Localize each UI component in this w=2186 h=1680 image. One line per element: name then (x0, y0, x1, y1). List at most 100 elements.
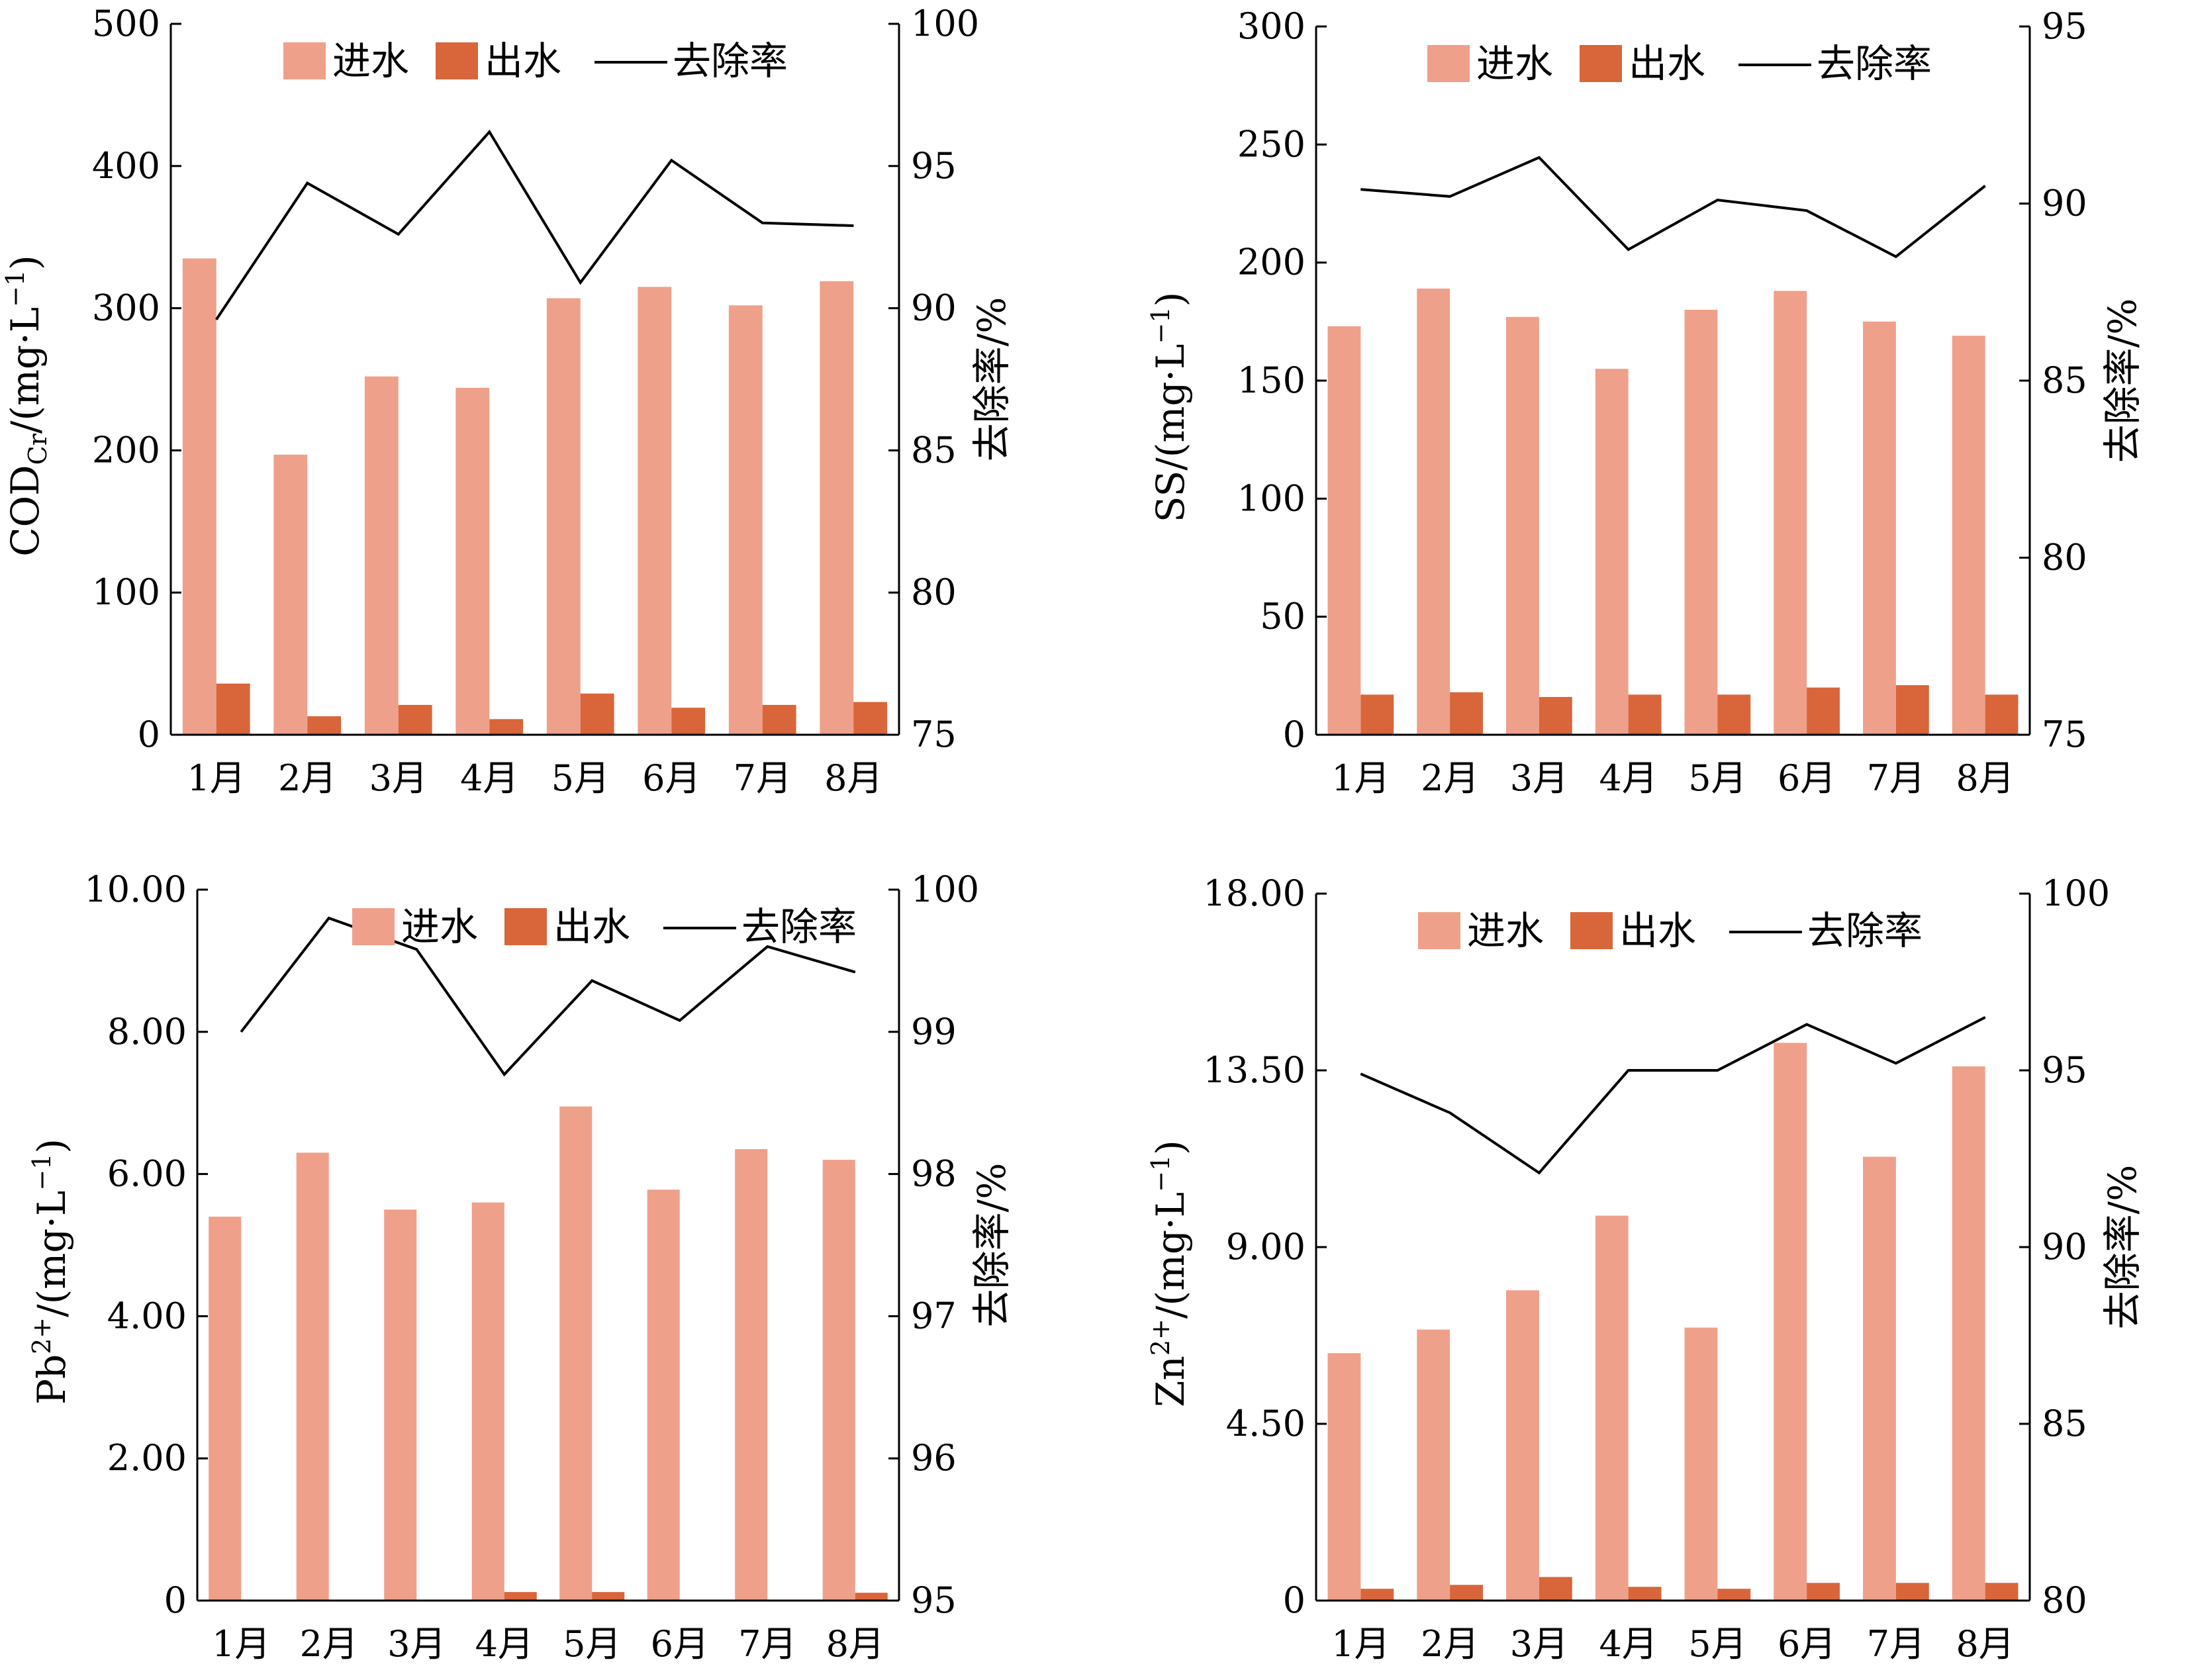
y-tick-label: 2.00 (107, 1437, 187, 1479)
point-rate (416, 949, 417, 950)
y2-axis-title: 去除率/% (969, 297, 1014, 462)
y-tick-label: 0 (1283, 1579, 1306, 1621)
bar-inflow (559, 1106, 593, 1601)
y2-tick-label: 75 (911, 714, 957, 755)
y2-tick-label: 95 (2042, 5, 2087, 47)
y-tick-label: 400 (92, 145, 160, 187)
point-rate (1360, 189, 1361, 190)
bar-inflow (1774, 1043, 1807, 1601)
y2-axis-title: 去除率/% (969, 1163, 1014, 1328)
y2-tick-label: 75 (2042, 714, 2087, 755)
bar-inflow (209, 1217, 242, 1601)
bar-outflow (1450, 692, 1483, 735)
bar-inflow (1684, 310, 1718, 735)
bar-outflow (1450, 1585, 1483, 1601)
point-rate (1717, 1070, 1718, 1071)
legend-swatch-inflow (1427, 45, 1470, 82)
bar-inflow (1863, 321, 1896, 735)
y2-tick-label: 95 (911, 145, 957, 187)
legend-label-inflow: 进水 (1467, 908, 1544, 953)
y-tick-label: 100 (92, 571, 160, 613)
bar-inflow (822, 1160, 855, 1601)
bar-inflow (384, 1209, 417, 1601)
y-axis-title: Pb2+/(mg·L−1) (27, 1139, 74, 1405)
y2-tick-label: 97 (911, 1295, 957, 1336)
bar-outflow (671, 708, 706, 735)
point-rate (328, 917, 330, 919)
x-tick-label: 4月 (1599, 1623, 1657, 1665)
chart-panel-4: 0 4.50 9.00 13.50 18.00 80 85 90 95 100 1月 2月 3月 4月 5月… (1146, 872, 2145, 1665)
bar-outflow (853, 702, 888, 735)
bar-outflow (307, 716, 342, 735)
y-tick-label: 500 (92, 3, 160, 44)
legend-label-outflow: 出水 (553, 904, 630, 949)
bar-inflow (1595, 1215, 1629, 1601)
bar-inflow (647, 1190, 680, 1601)
bar-outflow (1807, 687, 1840, 735)
y2-axis-title: 去除率/% (2100, 1165, 2145, 1330)
y2-tick-label: 90 (2042, 1226, 2087, 1268)
x-tick-label: 1月 (1331, 1623, 1390, 1665)
bar-inflow (546, 298, 581, 735)
chart-panel-1: 0 100 200 300 400 500 75 80 85 90 95 100 1月 2月 3月 4月 5月 6… (1, 3, 1014, 799)
legend-swatch-inflow (1418, 912, 1460, 949)
x-tick-label: 2月 (1421, 757, 1479, 799)
bar-inflow (820, 281, 854, 735)
y2-tick-label: 80 (2042, 1579, 2087, 1621)
x-tick-label: 5月 (1688, 757, 1746, 799)
bar-outflow (1360, 1589, 1394, 1601)
bar-outflow (1985, 694, 2019, 735)
x-tick-label: 8月 (824, 757, 882, 799)
y-tick-label: 300 (92, 287, 160, 329)
y-tick-label: 0 (164, 1579, 187, 1621)
y2-tick-label: 95 (911, 1579, 957, 1621)
y2-tick-label: 95 (2042, 1049, 2087, 1091)
x-tick-label: 6月 (1778, 757, 1836, 799)
point-rate (1628, 1070, 1629, 1071)
x-tick-label: 4月 (475, 1623, 534, 1665)
x-tick-label: 3月 (387, 1623, 446, 1665)
point-rate (679, 1020, 681, 1021)
bar-inflow (1417, 288, 1450, 735)
x-tick-label: 7月 (738, 1623, 796, 1665)
y2-tick-label: 85 (911, 429, 957, 471)
bar-inflow (1327, 1353, 1361, 1601)
y-tick-label: 300 (1237, 5, 1306, 47)
bar-inflow (471, 1202, 504, 1601)
y-tick-label: 4.50 (1226, 1403, 1306, 1444)
bar-outflow (762, 704, 796, 735)
y2-tick-label: 85 (2042, 359, 2087, 401)
y-axis-title: Zn2+/(mg·L−1) (1146, 1140, 1193, 1407)
series-line-rate (215, 129, 854, 320)
x-tick-label: 6月 (1778, 1623, 1836, 1665)
y2-tick-label: 100 (911, 868, 979, 910)
chart-panel-2: 0 50 100 150 200 250 300 75 80 85 90 95 1月 2月 3月 4月 5月 6月… (1146, 5, 2145, 799)
x-tick-label: 2月 (300, 1623, 358, 1665)
y2-tick-label: 80 (2042, 537, 2087, 579)
y-tick-label: 8.00 (107, 1011, 187, 1052)
legend-label-rate: 去除率 (1807, 908, 1923, 953)
bar-inflow (638, 287, 672, 735)
bar-inflow (296, 1152, 329, 1601)
bar-outflow (1360, 694, 1394, 735)
x-tick-label: 7月 (1867, 757, 1925, 799)
x-tick-label: 3月 (1510, 757, 1568, 799)
bar-inflow (1952, 336, 1985, 735)
y-tick-label: 6.00 (107, 1153, 187, 1195)
x-tick-label: 2月 (1421, 1623, 1479, 1665)
legend-label-inflow: 进水 (1476, 41, 1553, 86)
y-tick-label: 0 (138, 714, 160, 755)
bar-inflow (1863, 1156, 1896, 1601)
bar-inflow (364, 376, 399, 735)
bar-outflow (1807, 1583, 1840, 1601)
x-tick-label: 6月 (642, 757, 700, 799)
point-rate (591, 980, 593, 981)
legend-swatch-inflow (352, 908, 395, 945)
legend-swatch-inflow (283, 42, 326, 79)
bar-outflow (1539, 1577, 1572, 1601)
bar-inflow (455, 387, 490, 735)
y-axis-title: CODCr/(mg·L−1) (1, 255, 52, 557)
x-tick-label: 5月 (563, 1623, 621, 1665)
bar-outflow (580, 693, 614, 735)
